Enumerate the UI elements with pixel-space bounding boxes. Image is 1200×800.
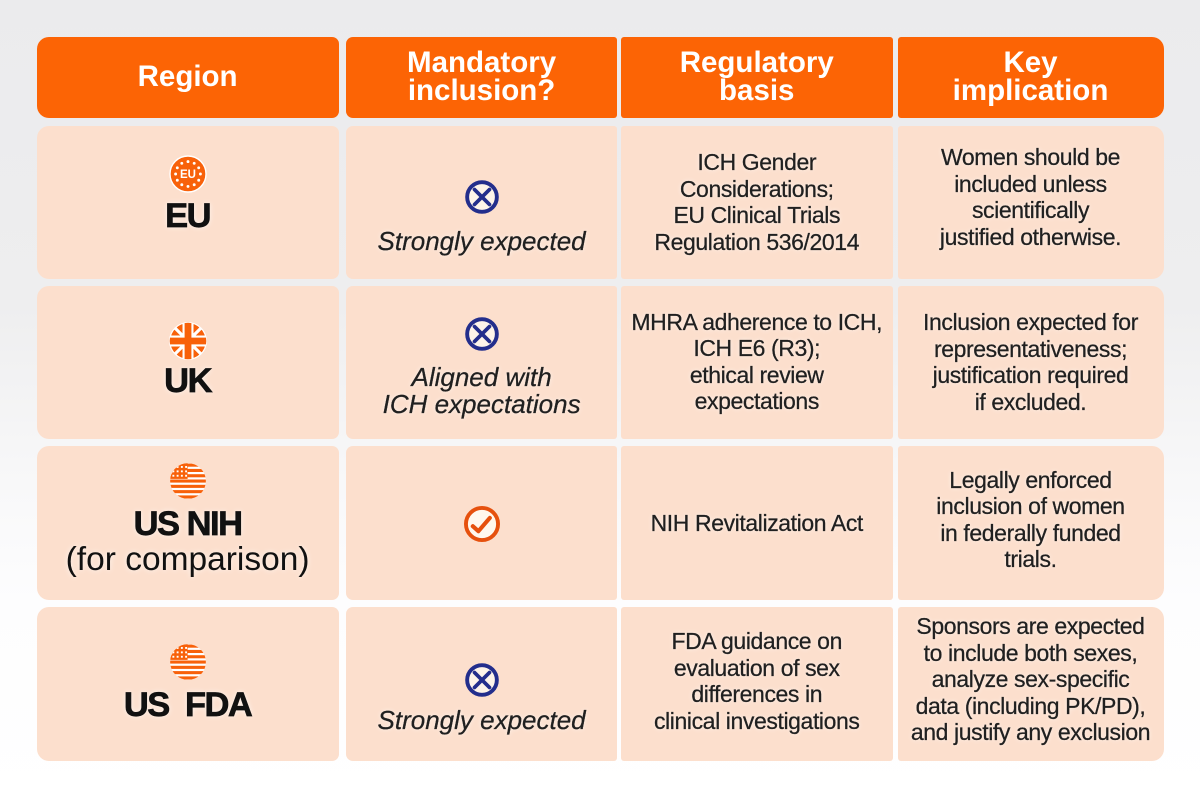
svg-text:EU: EU — [180, 169, 196, 181]
